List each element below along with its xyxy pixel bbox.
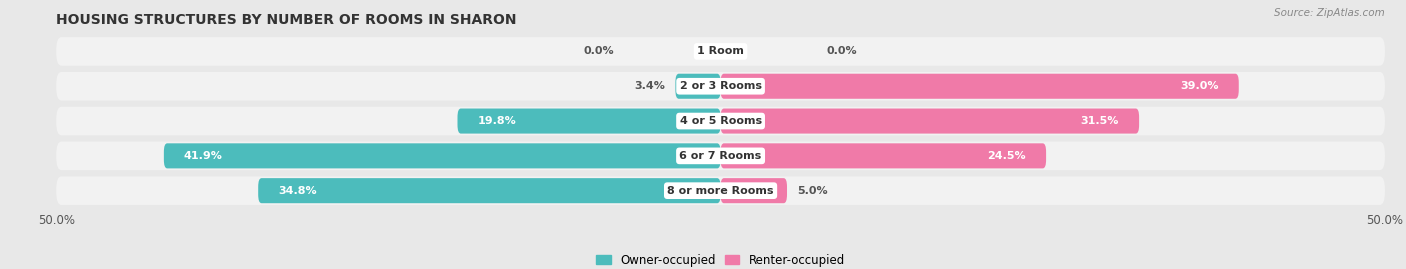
FancyBboxPatch shape [721,74,1239,99]
Text: 4 or 5 Rooms: 4 or 5 Rooms [679,116,762,126]
Text: 2 or 3 Rooms: 2 or 3 Rooms [679,81,762,91]
FancyBboxPatch shape [721,108,1139,134]
Text: 0.0%: 0.0% [583,47,614,56]
Text: 24.5%: 24.5% [987,151,1026,161]
FancyBboxPatch shape [675,74,721,99]
FancyBboxPatch shape [56,107,1385,135]
FancyBboxPatch shape [721,178,787,203]
Text: 0.0%: 0.0% [827,47,858,56]
Text: 5.0%: 5.0% [797,186,828,196]
Text: 34.8%: 34.8% [278,186,316,196]
FancyBboxPatch shape [56,176,1385,205]
Text: 3.4%: 3.4% [634,81,665,91]
FancyBboxPatch shape [56,72,1385,101]
Text: 1 Room: 1 Room [697,47,744,56]
Text: 31.5%: 31.5% [1081,116,1119,126]
FancyBboxPatch shape [259,178,721,203]
FancyBboxPatch shape [165,143,721,168]
Legend: Owner-occupied, Renter-occupied: Owner-occupied, Renter-occupied [592,249,849,269]
FancyBboxPatch shape [56,37,1385,66]
Text: HOUSING STRUCTURES BY NUMBER OF ROOMS IN SHARON: HOUSING STRUCTURES BY NUMBER OF ROOMS IN… [56,13,517,27]
Text: 39.0%: 39.0% [1180,81,1219,91]
FancyBboxPatch shape [457,108,721,134]
FancyBboxPatch shape [721,143,1046,168]
Text: 19.8%: 19.8% [478,116,516,126]
Text: 41.9%: 41.9% [184,151,222,161]
Text: Source: ZipAtlas.com: Source: ZipAtlas.com [1274,8,1385,18]
FancyBboxPatch shape [56,141,1385,170]
Text: 8 or more Rooms: 8 or more Rooms [668,186,773,196]
Text: 6 or 7 Rooms: 6 or 7 Rooms [679,151,762,161]
